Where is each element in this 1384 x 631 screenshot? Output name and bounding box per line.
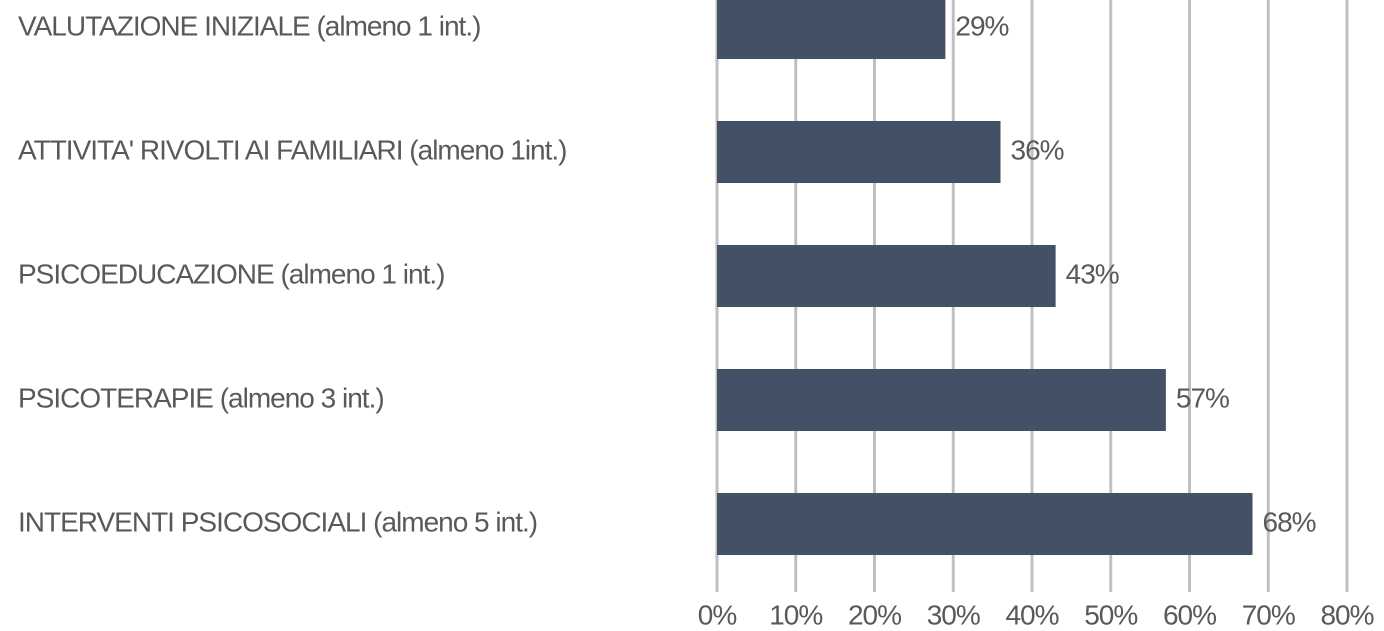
y-tick-label: PSICOTERAPIE (almeno 3 int.)	[18, 382, 384, 413]
data-label: 68%	[1263, 506, 1316, 537]
x-tick-label: 30%	[927, 599, 980, 630]
x-tick-label: 40%	[1005, 599, 1058, 630]
bar	[717, 121, 1001, 183]
data-label: 29%	[955, 10, 1008, 41]
x-tick-label: 0%	[698, 599, 737, 630]
y-tick-label: PSICOEDUCAZIONE (almeno 1 int.)	[18, 258, 444, 289]
x-tick-label: 70%	[1242, 599, 1295, 630]
x-tick-label: 50%	[1084, 599, 1137, 630]
bar	[717, 493, 1253, 555]
x-tick-label: 20%	[848, 599, 901, 630]
bar	[717, 245, 1056, 307]
x-tick-label: 80%	[1320, 599, 1373, 630]
bar	[717, 0, 946, 59]
x-tick-label: 10%	[769, 599, 822, 630]
data-label: 36%	[1011, 134, 1064, 165]
y-tick-label: INTERVENTI PSICOSOCIALI (almeno 5 int.)	[18, 506, 537, 537]
x-tick-label: 60%	[1163, 599, 1216, 630]
bar	[717, 369, 1166, 431]
data-label: 43%	[1066, 258, 1119, 289]
data-label: 57%	[1176, 382, 1229, 413]
y-tick-label: VALUTAZIONE INIZIALE (almeno 1 int.)	[18, 10, 480, 41]
y-tick-label: ATTIVITA' RIVOLTI AI FAMILIARI (almeno 1…	[18, 134, 567, 165]
